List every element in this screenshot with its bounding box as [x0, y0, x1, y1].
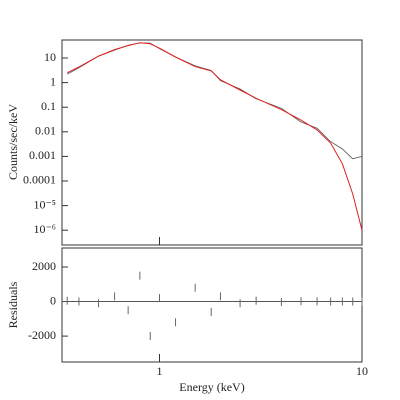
y-axis-label: Residuals	[6, 281, 20, 328]
y-tick-label: 0	[50, 293, 56, 307]
x-axis-label: Energy (keV)	[179, 380, 244, 394]
series-line	[66, 42, 363, 231]
y-axis-label: Counts/sec/keV	[6, 104, 20, 180]
plot-frame	[61, 39, 363, 246]
y-tick-label: 0.001	[29, 148, 56, 162]
y-tick-label: 2000	[32, 259, 56, 273]
y-tick-label: 10	[44, 50, 56, 64]
y-tick-label: 0.01	[35, 124, 56, 138]
x-tick-label: 10	[356, 364, 368, 378]
y-tick-label: 0.1	[41, 99, 56, 113]
y-tick-label: 0.0001	[23, 173, 56, 187]
y-tick-label: 1	[50, 74, 56, 88]
x-tick-label: 1	[157, 364, 163, 378]
y-tick-label: 10⁻⁵	[33, 197, 56, 211]
y-tick-label: -2000	[28, 328, 56, 342]
y-tick-label: 10⁻⁶	[33, 222, 56, 236]
series-line	[67, 42, 363, 160]
